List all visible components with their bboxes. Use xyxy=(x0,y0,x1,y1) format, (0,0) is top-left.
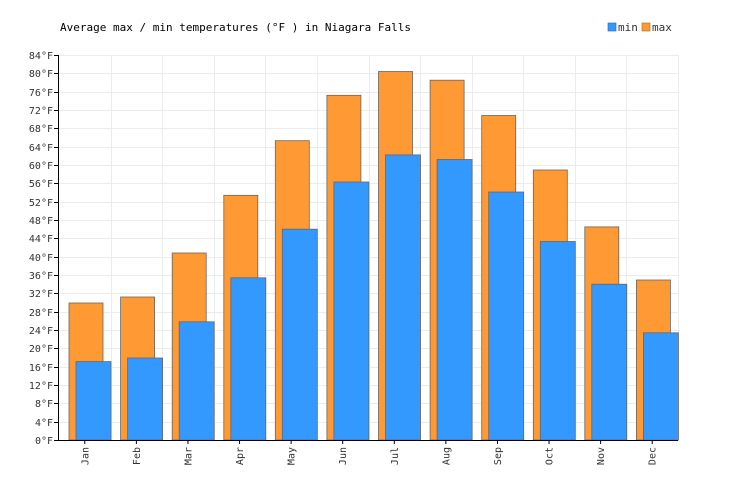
y-tick-label: 32°F xyxy=(29,289,53,300)
x-tick-label-feb: Feb xyxy=(132,447,143,465)
y-tick-label: 8°F xyxy=(35,399,53,410)
bar-min-oct xyxy=(539,241,576,441)
y-tick-label: 40°F xyxy=(29,253,53,264)
y-axis-ticks: 0°F 4°F 8°F 12°F 16°F 20°F 24°F 28°F 32°F 36°F 40°… xyxy=(29,51,58,447)
y-tick-label: 48°F xyxy=(29,216,53,227)
y-tick-label: 80°F xyxy=(29,69,53,80)
y-tick-label: 12°F xyxy=(29,381,53,392)
x-tick-label-apr: Apr xyxy=(235,447,246,465)
legend-label-max: max xyxy=(652,21,672,34)
legend: min max xyxy=(607,21,672,34)
y-tick-label: 60°F xyxy=(29,161,53,172)
bar-min-jul xyxy=(385,154,421,441)
bar-min-apr xyxy=(230,277,267,441)
x-tick-label-dec: Dec xyxy=(648,447,659,465)
chart-title: Average max / min temperatures (°F ) in … xyxy=(60,21,411,34)
legend-label-min: min xyxy=(618,21,638,34)
bar-min-mar xyxy=(178,321,215,441)
x-tick-label-jul: Jul xyxy=(390,447,401,465)
x-tick-label-jan: Jan xyxy=(80,447,91,465)
bar-min-jan xyxy=(75,361,112,441)
y-tick-label: 72°F xyxy=(29,106,53,117)
y-tick-label: 64°F xyxy=(29,143,53,154)
y-tick-label: 24°F xyxy=(29,326,53,337)
y-tick-label: 0°F xyxy=(35,436,53,447)
bar-min-feb xyxy=(127,357,163,441)
bar-min-jun xyxy=(333,181,370,441)
x-tick-label-mar: Mar xyxy=(184,447,195,465)
y-tick-label: 36°F xyxy=(29,271,53,282)
y-tick-label: 20°F xyxy=(29,344,53,355)
x-axis-ticks: Jan Feb Mar Apr May Jun Jul Aug Sep Oct Nov Dec xyxy=(80,440,659,465)
legend-swatch-max xyxy=(641,22,651,32)
x-tick-label-nov: Nov xyxy=(596,447,607,465)
x-tick-label-oct: Oct xyxy=(545,447,556,465)
y-tick-label: 84°F xyxy=(29,51,53,62)
y-tick-label: 4°F xyxy=(35,418,53,429)
x-tick-label-jun: Jun xyxy=(338,447,349,465)
y-tick-label: 68°F xyxy=(29,124,53,135)
y-tick-label: 76°F xyxy=(29,88,53,99)
x-tick-label-aug: Aug xyxy=(441,447,452,465)
bar-min-sep xyxy=(488,191,525,441)
y-tick-label: 16°F xyxy=(29,363,53,374)
legend-swatch-min xyxy=(607,22,617,32)
x-tick-label-may: May xyxy=(287,447,298,465)
y-tick-label: 56°F xyxy=(29,179,53,190)
x-tick-label-sep: Sep xyxy=(493,447,504,465)
bar-min-may xyxy=(281,228,318,441)
y-tick-label: 28°F xyxy=(29,308,53,319)
bar-min-dec xyxy=(643,332,679,441)
axes xyxy=(58,55,678,441)
bar-min-nov xyxy=(591,283,628,441)
y-tick-label: 52°F xyxy=(29,198,53,209)
bar-min-aug xyxy=(436,159,473,441)
y-tick-label: 44°F xyxy=(29,234,53,245)
